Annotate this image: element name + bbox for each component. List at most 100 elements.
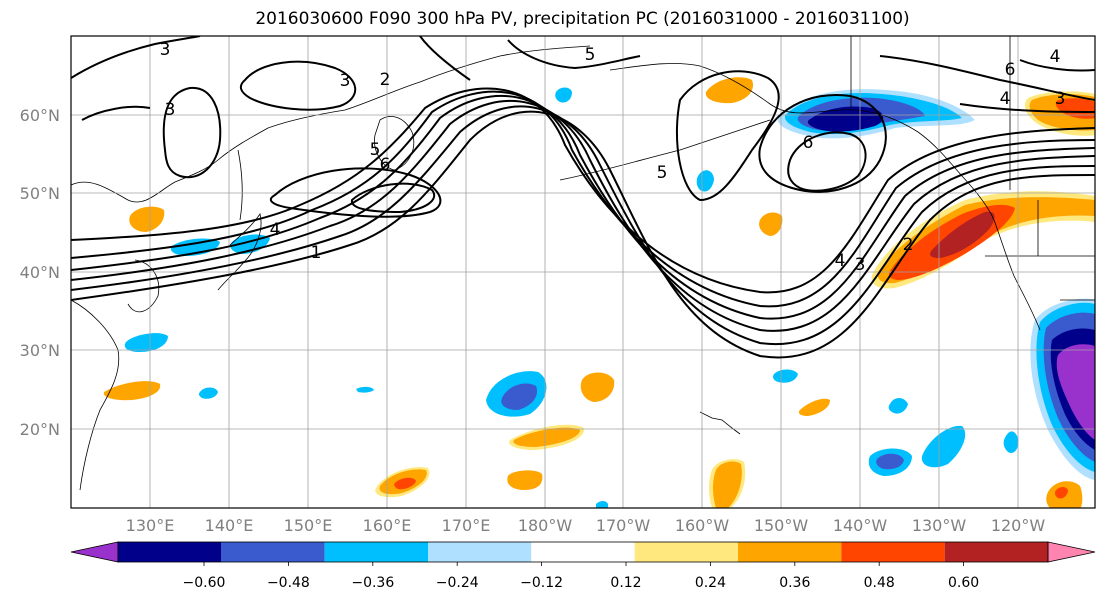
pv-contour (81, 105, 151, 121)
precip-negative-area (807, 106, 884, 132)
precip-positive-area (930, 211, 995, 258)
precip-shading (103, 77, 1095, 508)
lon-tick-label: 150°W (754, 516, 809, 535)
colorbar-tick-label: 0.60 (948, 575, 979, 591)
latitude-labels: 60°N 50°N 40°N 30°N 20°N (20, 106, 60, 439)
contour-label: 1 (311, 243, 322, 263)
contour-label: 4 (270, 220, 281, 240)
precip-positive-area (507, 470, 543, 490)
colorbar-tick-label: 0.12 (610, 575, 641, 591)
colorbar-segment (221, 542, 325, 562)
colorbar-tick-label: −0.12 (520, 575, 563, 591)
colorbar-segment (118, 542, 222, 562)
pv-contour (71, 105, 1095, 346)
contour-label: 3 (165, 100, 176, 120)
precip-negative-area (596, 501, 608, 508)
contour-label: 5 (585, 45, 596, 65)
lat-tick-label: 50°N (20, 184, 60, 203)
colorbar-extend-high (1047, 541, 1096, 563)
contour-label: 6 (803, 133, 814, 153)
coastlines (71, 45, 1041, 491)
contour-label: 6 (1005, 60, 1016, 80)
precip-negative-area (876, 453, 904, 470)
pv-contour (1019, 59, 1095, 72)
colorbar-tick-label: 0.24 (695, 575, 726, 591)
contour-label: 3 (855, 255, 866, 275)
precip-negative-area (696, 170, 714, 192)
lat-tick-label: 40°N (20, 263, 60, 282)
pv-contour (959, 103, 1095, 113)
pv-contour (787, 131, 867, 192)
pv-contour (162, 86, 222, 179)
lon-tick-label: 170°W (596, 516, 651, 535)
lon-tick-label: 160°E (363, 516, 412, 535)
coastline-alaska (609, 63, 995, 221)
precip-negative-area (124, 333, 168, 352)
coastline-asia (71, 45, 591, 203)
lon-tick-label: 170°E (442, 516, 491, 535)
colorbar-segment (531, 542, 635, 562)
precip-positive-area (705, 77, 754, 104)
pv-contour (270, 167, 442, 218)
precip-positive-area (103, 381, 161, 401)
pv-contour (507, 39, 641, 70)
coastline-north-america (993, 219, 1041, 331)
precip-negative-area (1003, 431, 1019, 454)
lon-tick-label: 120°W (991, 516, 1046, 535)
colorbar-frame (117, 541, 1049, 563)
lon-tick-label: 140°E (205, 516, 254, 535)
pv-contour (71, 94, 1095, 320)
colorbar-segment (634, 542, 738, 562)
pv-contour (71, 99, 1095, 332)
precip-negative-area (198, 387, 218, 399)
contour-label: 5 (657, 163, 668, 183)
contour-label: 2 (903, 235, 914, 255)
precip-positive-area (798, 398, 830, 416)
pv-contour (71, 87, 1095, 294)
pv-contours (71, 36, 1095, 359)
colorbar: −0.60 −0.48 −0.36 −0.24 −0.12 0.12 0.24 0.36 0.4… (70, 541, 1096, 591)
lat-tick-label: 30°N (20, 341, 60, 360)
pv-contour (675, 70, 780, 202)
precip-negative-area (888, 398, 908, 414)
contour-label: 4 (1050, 47, 1061, 67)
precip-positive-area (129, 206, 165, 232)
graticule (71, 36, 1095, 508)
coastline-aleutians (559, 119, 771, 181)
precip-negative-area (773, 369, 798, 383)
pv-contour (239, 60, 357, 111)
colorbar-tick-label: −0.24 (436, 575, 479, 591)
contour-label: 4 (1000, 89, 1011, 109)
pv-contour (71, 36, 201, 79)
precip-negative-area (356, 386, 374, 393)
lon-tick-label: 150°E (284, 516, 333, 535)
lon-tick-label: 160°W (675, 516, 730, 535)
coastline-sakhalin (237, 149, 243, 221)
precip-positive-area (1055, 98, 1095, 119)
precip-negative-area (1056, 344, 1095, 440)
colorbar-segment (944, 542, 1048, 562)
colorbar-tick-label: −0.36 (351, 575, 394, 591)
pv-contour (419, 36, 471, 81)
precip-negative-area (921, 425, 966, 468)
precip-positive-area (1054, 487, 1068, 499)
coastline-kamchatka (374, 116, 415, 171)
contour-label: 3 (340, 71, 351, 91)
precip-positive-area (394, 477, 416, 490)
lon-tick-label: 130°E (126, 516, 175, 535)
pv-contour (758, 94, 887, 193)
colorbar-extend-low (70, 541, 119, 563)
colorbar-segment (428, 542, 532, 562)
colorbar-tick-label: 0.48 (864, 575, 895, 591)
precip-negative-area (555, 87, 572, 103)
map-frame (70, 35, 1096, 509)
precip-negative-area (501, 383, 538, 410)
contour-label: 6 (380, 155, 391, 175)
pv-contour (71, 110, 1095, 359)
contour-label: 3 (160, 40, 171, 60)
coastline-korea (127, 259, 160, 313)
contour-label: 5 (370, 140, 381, 160)
colorbar-tick-label: −0.60 (183, 575, 226, 591)
colorbar-segment (738, 542, 842, 562)
